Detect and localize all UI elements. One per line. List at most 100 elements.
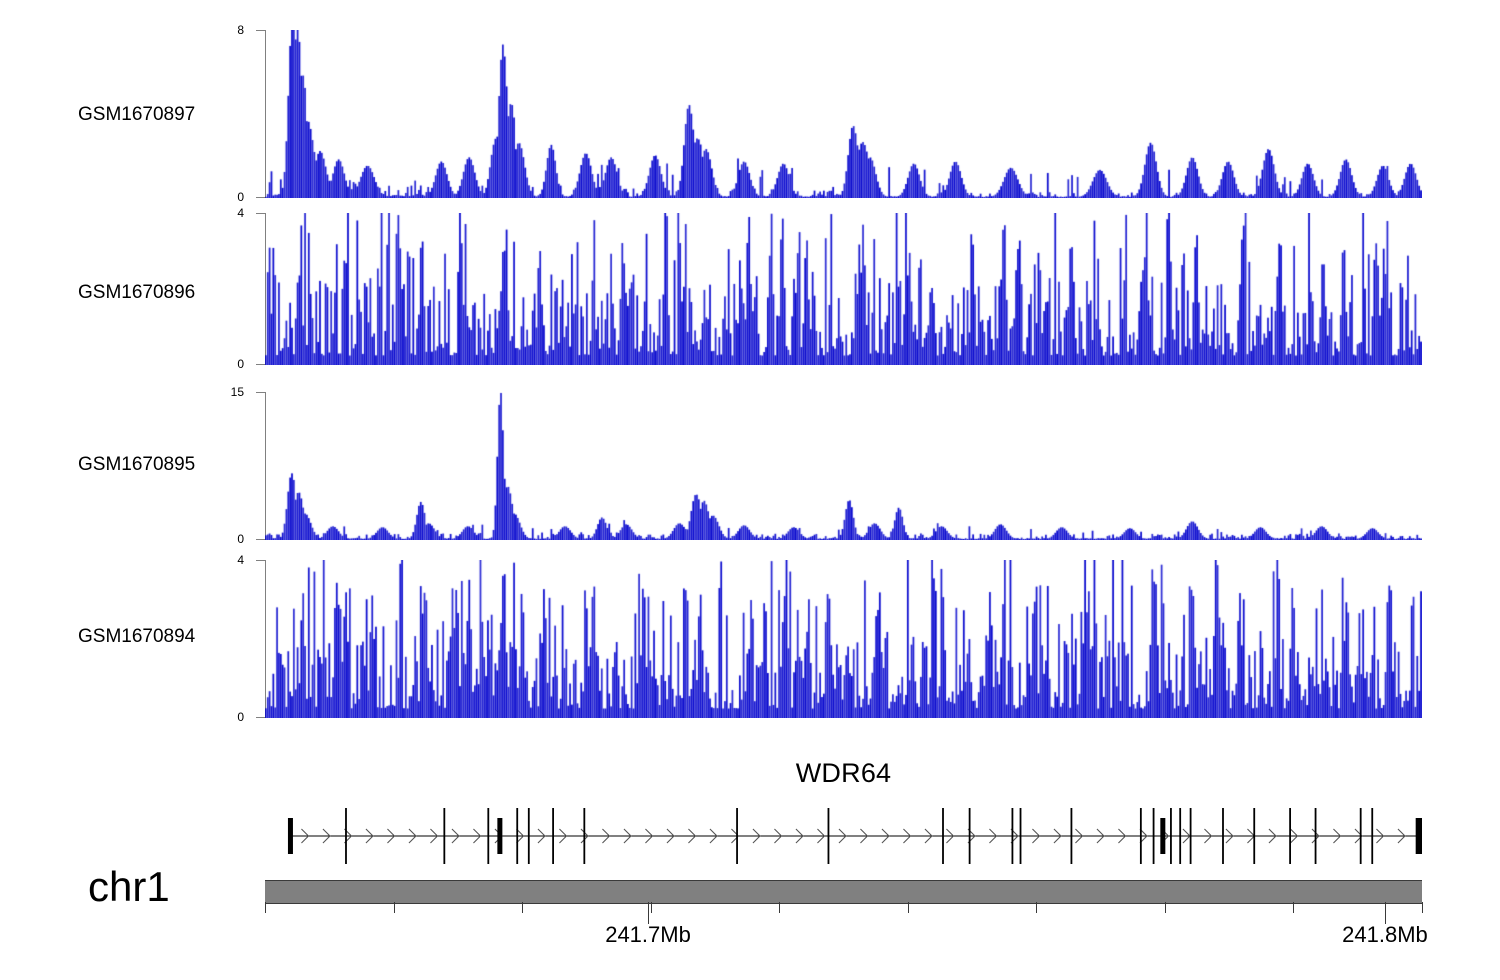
strand-arrow-icon: [1032, 828, 1041, 844]
y-axis-tick-label: 4: [237, 206, 244, 220]
track-plot-area[interactable]: 15 0: [231, 386, 1422, 545]
y-axis-tick: 4: [237, 207, 265, 219]
exon-block[interactable]: [552, 808, 554, 864]
exon-block[interactable]: [1189, 808, 1192, 864]
exon-block[interactable]: [1359, 808, 1362, 864]
strand-arrow-icon: [666, 828, 675, 844]
exon-block[interactable]: [1222, 808, 1224, 864]
axis-minor-tick: [650, 902, 652, 913]
axis-tick-label: 241.7Mb: [605, 922, 691, 947]
signal-track-GSM1670894[interactable]: GSM1670894 4 0: [0, 554, 1500, 723]
strand-arrow-icon: [301, 828, 310, 844]
gene-annotation-track[interactable]: WDR64: [265, 758, 1424, 870]
coverage-signal-canvas: [265, 213, 1422, 365]
exon-block[interactable]: [942, 808, 944, 864]
strand-arrow-icon: [1311, 828, 1320, 844]
ideogram-bar[interactable]: [265, 880, 1422, 904]
strand-arrow-icon: [709, 828, 718, 844]
strand-arrow-icon: [1268, 828, 1277, 844]
track-label-GSM1670896: GSM1670896: [78, 282, 196, 303]
strand-arrow-icon: [860, 828, 869, 844]
strand-arrow-icon: [1333, 828, 1342, 844]
exon-block[interactable]: [1152, 808, 1155, 864]
exon-block[interactable]: [487, 808, 490, 864]
exon-block[interactable]: [1070, 808, 1073, 864]
signal-track-GSM1670896[interactable]: GSM1670896 4 0: [0, 207, 1500, 370]
strand-arrow-icon: [688, 828, 697, 844]
strand-arrow-icon: [774, 828, 783, 844]
strand-arrow-icon: [752, 828, 761, 844]
exon-block[interactable]: [345, 808, 347, 864]
strand-arrow-icon: [537, 828, 546, 844]
exon-block[interactable]: [1019, 808, 1022, 864]
axis-minor-tick: [393, 902, 395, 913]
strand-arrow-icon: [473, 828, 482, 844]
y-axis-tick-label: 0: [237, 710, 244, 724]
strand-arrow-icon: [795, 828, 804, 844]
axis-minor-tick: [907, 902, 909, 913]
exon-block[interactable]: [1371, 808, 1374, 864]
exon-block[interactable]: [1170, 808, 1172, 864]
gene-model-svg: [287, 808, 1424, 864]
strand-arrow-icon: [1397, 828, 1406, 844]
strand-arrow-icon: [817, 828, 826, 844]
exon-block[interactable]: [516, 808, 519, 864]
axis-minor-tick: [1422, 902, 1423, 913]
strand-arrow-icon: [1225, 828, 1234, 844]
strand-arrow-icon: [881, 828, 890, 844]
axis-major-tick: [648, 902, 650, 924]
axis-minor-tick: [522, 902, 524, 913]
y-axis-tick-label: 8: [237, 23, 244, 37]
strand-arrow-icon: [1354, 828, 1363, 844]
strand-arrow-icon: [451, 828, 460, 844]
y-axis-tick-label: 0: [237, 190, 244, 204]
y-axis-tick: 0: [237, 191, 265, 203]
strand-arrow-icon: [946, 828, 955, 844]
axis-minor-tick: [1293, 902, 1295, 913]
axis-tick-label: 241.8Mb: [1342, 922, 1428, 947]
y-axis-tick: 0: [237, 358, 265, 370]
exon-block[interactable]: [827, 808, 830, 864]
strand-arrow-icon: [1376, 828, 1385, 844]
track-label-GSM1670897: GSM1670897: [78, 104, 196, 125]
strand-arrow-icon: [924, 828, 933, 844]
exon-block[interactable]: [1139, 808, 1142, 864]
gene-name-label: WDR64: [795, 758, 892, 788]
exon-block[interactable]: [1253, 808, 1256, 864]
y-axis-tick: 0: [237, 711, 265, 723]
gene-model-diagram[interactable]: [265, 800, 1424, 870]
strand-arrow-icon: [838, 828, 847, 844]
exon-block[interactable]: [1179, 808, 1182, 864]
axis-minor-tick: [1036, 902, 1038, 913]
exon-block[interactable]: [1011, 808, 1014, 864]
exon-block[interactable]: [968, 808, 971, 864]
exon-block[interactable]: [443, 808, 446, 864]
chromosome-label: chr1: [88, 863, 170, 910]
track-label-GSM1670894: GSM1670894: [78, 626, 196, 647]
exon-block[interactable]: [583, 808, 586, 864]
strand-arrow-icon: [1075, 828, 1084, 844]
exon-block[interactable]: [736, 808, 738, 864]
coverage-signal-canvas: [265, 30, 1422, 198]
strand-arrow-icon: [430, 828, 439, 844]
strand-arrow-icon: [623, 828, 632, 844]
strand-arrow-icon: [516, 828, 525, 844]
signal-track-GSM1670895[interactable]: GSM1670895 15 0: [0, 386, 1500, 545]
exon-block[interactable]: [1415, 818, 1424, 854]
strand-arrow-icon: [1053, 828, 1062, 844]
strand-arrow-icon: [559, 828, 568, 844]
exon-block[interactable]: [1160, 818, 1166, 854]
strand-arrow-icon: [580, 828, 589, 844]
exon-block[interactable]: [527, 808, 530, 864]
axis-major-tick: [1385, 902, 1387, 924]
exon-block[interactable]: [1289, 808, 1292, 864]
signal-track-GSM1670897[interactable]: GSM1670897 8 0: [0, 24, 1500, 203]
exon-block[interactable]: [1314, 808, 1317, 864]
exon-block[interactable]: [287, 818, 293, 854]
exon-block[interactable]: [497, 818, 503, 854]
strand-arrow-icon: [645, 828, 654, 844]
